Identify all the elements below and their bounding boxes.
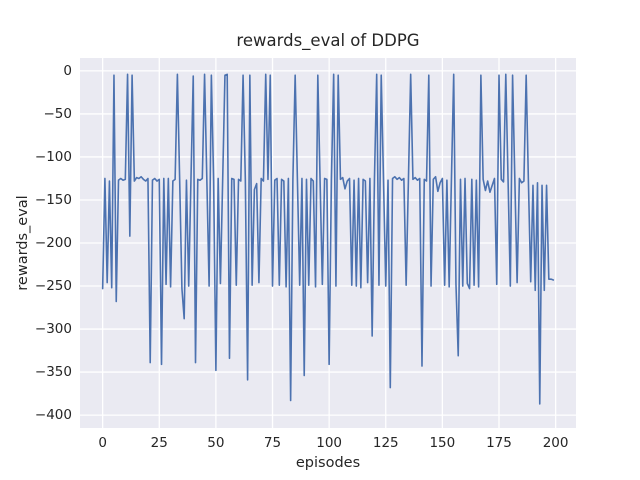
line-plot-svg [80,58,576,428]
series-line-rewards_eval [101,73,555,405]
y-tick-label: −400 [34,407,72,424]
x-tick-label: 150 [429,435,456,451]
y-axis-label: rewards_eval [15,195,31,291]
x-tick-label: 100 [316,435,343,451]
y-tick-label: −150 [34,191,72,208]
x-tick-label: 25 [150,435,168,451]
chart-title: rewards_eval of DDPG [236,31,420,50]
x-tick-label: 175 [486,435,512,451]
y-tick-label: −250 [34,278,72,295]
x-tick-label: 125 [372,435,399,451]
y-tick-label: −350 [34,364,72,381]
y-tick-label: −200 [34,235,72,251]
x-axis-label: episodes [295,455,361,471]
y-tick-label: −100 [34,148,72,165]
x-tick-label: 50 [207,435,225,451]
x-tick-label: 0 [98,435,107,451]
plot-area [80,58,576,428]
x-tick-label: 200 [542,435,569,451]
y-tick-label: −50 [43,105,73,122]
y-tick-label: 0 [63,62,72,79]
y-tick-label: −300 [34,321,72,338]
x-tick-label: 75 [263,435,282,451]
